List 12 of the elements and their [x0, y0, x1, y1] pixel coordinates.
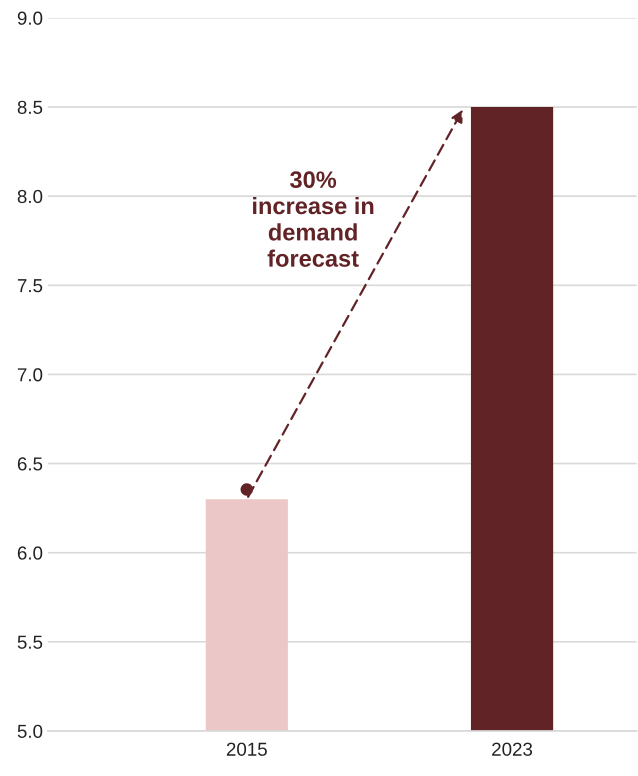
- x-tick-label: 2015: [226, 742, 267, 756]
- y-tick-label: 8.5: [18, 100, 42, 114]
- y-tick-label: 5.0: [18, 724, 42, 738]
- y-tick-label: 6.0: [18, 546, 42, 560]
- y-tick-label: 6.5: [18, 457, 42, 471]
- y-tick-label: 7.5: [18, 279, 42, 292]
- annotation: 30% increase in demand forecast: [253, 171, 374, 267]
- y-tick-label: 9.0: [18, 12, 42, 25]
- y-tick-label: 7.0: [18, 368, 42, 382]
- y-tick-label: 5.5: [18, 636, 42, 649]
- x-tick-label: 2023: [492, 742, 532, 756]
- y-tick-label: 8.0: [18, 190, 42, 204]
